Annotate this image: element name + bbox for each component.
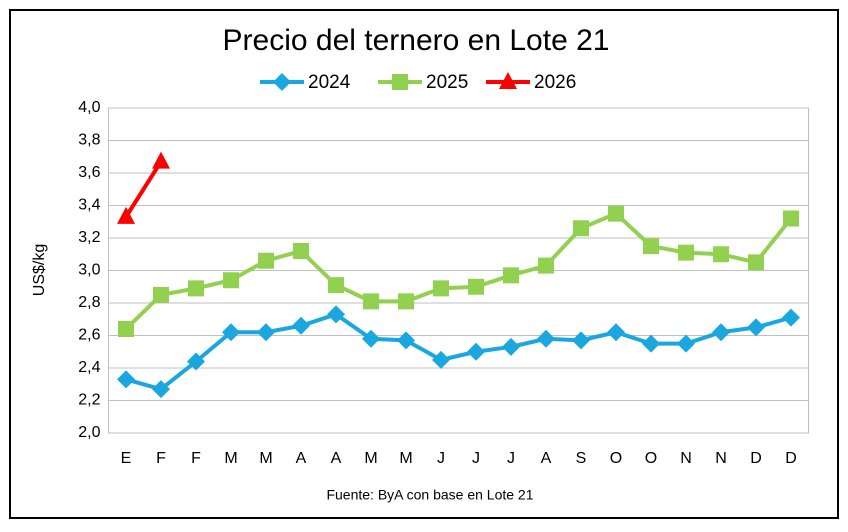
data-point — [538, 257, 554, 274]
x-tick-label: N — [715, 450, 727, 467]
legend-marker — [392, 74, 408, 90]
data-point — [468, 278, 484, 295]
data-point — [397, 331, 415, 350]
data-point — [398, 293, 414, 310]
legend-label: 2026 — [534, 72, 576, 93]
chart-border — [9, 9, 839, 519]
data-point — [502, 337, 520, 356]
legend-label: 2025 — [426, 72, 468, 93]
data-point — [782, 308, 800, 327]
data-point — [713, 246, 729, 263]
data-point — [467, 342, 485, 361]
x-tick-label: S — [576, 450, 587, 467]
y-tick-label: 2,6 — [78, 327, 100, 344]
x-tick-label: A — [331, 450, 342, 467]
data-point — [572, 331, 590, 350]
data-point — [643, 238, 659, 255]
x-tick-label: N — [680, 450, 692, 467]
x-tick-label: A — [541, 450, 552, 467]
x-tick-label: M — [364, 450, 377, 467]
x-tick-label: J — [472, 450, 480, 467]
data-point — [187, 352, 205, 371]
y-tick-label: 3,2 — [78, 229, 100, 246]
x-tick-label: M — [399, 450, 412, 467]
x-tick-label: A — [296, 450, 307, 467]
data-point — [152, 151, 170, 169]
data-point — [503, 267, 519, 284]
data-point — [153, 286, 169, 303]
x-tick-label: M — [224, 450, 237, 467]
chart-title: Precio del ternero en Lote 21 — [223, 24, 610, 57]
data-point — [258, 252, 274, 269]
data-point — [328, 277, 344, 294]
data-point — [573, 220, 589, 237]
data-point — [327, 305, 345, 324]
data-point — [152, 380, 170, 399]
x-tick-label: E — [121, 450, 132, 467]
data-point — [677, 334, 695, 353]
data-point — [747, 318, 765, 337]
y-tick-label: 3,0 — [78, 262, 100, 279]
data-point — [432, 350, 450, 369]
y-tick-label: 3,6 — [78, 164, 100, 181]
x-tick-label: D — [785, 450, 797, 467]
x-tick-label: J — [437, 450, 445, 467]
data-point — [188, 280, 204, 297]
data-point — [117, 206, 135, 224]
data-point — [362, 329, 380, 348]
legend-label: 2024 — [308, 72, 351, 93]
data-point — [712, 323, 730, 342]
data-point — [678, 244, 694, 261]
data-point — [783, 210, 799, 227]
x-tick-label: F — [191, 450, 201, 467]
data-point — [608, 205, 624, 222]
x-tick-label: J — [507, 450, 515, 467]
y-tick-label: 3,4 — [78, 197, 100, 214]
data-point — [222, 323, 240, 342]
legend-marker — [273, 73, 291, 91]
y-tick-label: 4,0 — [78, 99, 100, 116]
series-line — [124, 160, 163, 218]
x-tick-label: F — [156, 450, 166, 467]
data-point — [117, 370, 135, 389]
y-tick-label: 3,8 — [78, 132, 100, 149]
x-tick-label: O — [645, 450, 657, 467]
data-point — [607, 323, 625, 342]
data-point — [363, 293, 379, 310]
data-point — [223, 272, 239, 289]
data-point — [537, 329, 555, 348]
source-note: Fuente: ByA con base en Lote 21 — [326, 487, 533, 503]
data-point — [433, 280, 449, 297]
data-point — [257, 323, 275, 342]
y-tick-label: 2,2 — [78, 392, 100, 409]
data-point — [292, 316, 310, 335]
legend-marker — [499, 72, 517, 89]
y-tick-label: 2,0 — [78, 424, 100, 441]
y-tick-label: 2,8 — [78, 294, 100, 311]
x-tick-label: D — [750, 450, 762, 467]
data-point — [642, 334, 660, 353]
data-point — [118, 321, 134, 337]
y-tick-label: 2,4 — [78, 359, 100, 376]
x-tick-label: O — [610, 450, 622, 467]
x-tick-label: M — [259, 450, 272, 467]
y-axis-label: US$/kg — [31, 244, 48, 296]
data-point — [293, 243, 309, 259]
plot-frame — [108, 107, 809, 434]
data-point — [748, 254, 764, 271]
